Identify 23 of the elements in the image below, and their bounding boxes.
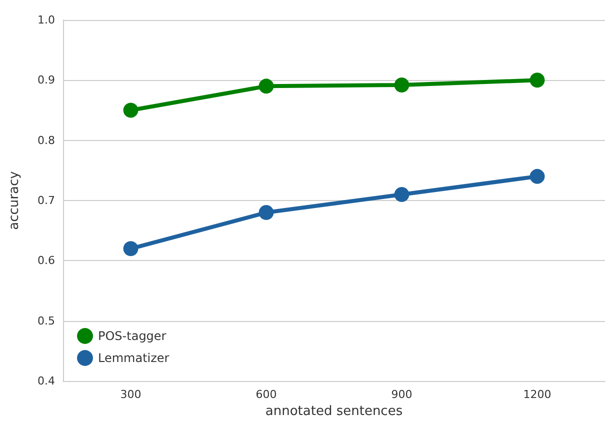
point [258,205,274,220]
point [258,78,274,94]
y-tick-label: 0.4 [38,374,55,388]
y-tick-label: 0.5 [38,314,55,328]
point [394,186,410,202]
point [394,77,410,92]
y-tick-label: 0.6 [38,254,55,268]
y-tick-label: 0.9 [38,74,55,87]
x-tick-label: 1200 [523,388,552,401]
legend-label: POS-tagger [98,329,166,343]
point [123,102,138,118]
y-tick-label: 1.0 [38,14,55,26]
x-tick-label: 300 [120,388,142,401]
point [123,241,138,256]
y-tick-label: 0.8 [38,134,55,147]
x-tick-label: 600 [256,388,277,401]
point [530,72,545,88]
point [530,168,545,184]
y-axis-title: accuracy [7,170,22,230]
legend-label: Lemmatizer [98,351,170,365]
y-tick-label: 0.7 [38,194,55,207]
x-axis-title: annotated sentences [265,404,403,419]
x-tick-label: 900 [391,388,412,401]
